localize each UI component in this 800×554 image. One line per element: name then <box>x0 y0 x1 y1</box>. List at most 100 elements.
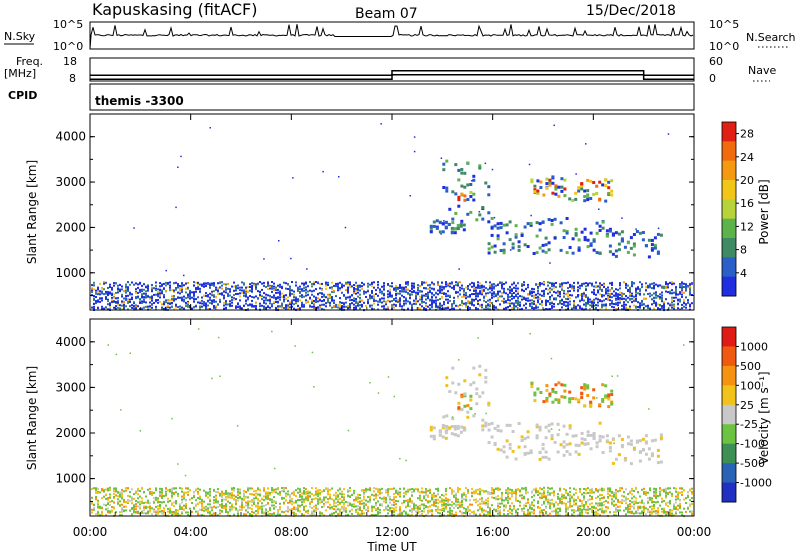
scatter-cell <box>301 289 303 292</box>
scatter-cell <box>657 295 659 297</box>
scatter-cell <box>117 297 119 300</box>
scatter-cell <box>215 288 217 291</box>
scatter-cell <box>121 295 123 298</box>
scatter-cell <box>227 514 229 517</box>
scatter-cell <box>105 290 107 293</box>
scatter-cell <box>629 297 631 300</box>
scatter-cell <box>453 286 455 289</box>
scatter-cell <box>485 501 487 504</box>
scatter-cell <box>359 284 361 287</box>
scatter-cell <box>369 501 371 503</box>
scatter-cell <box>325 501 327 504</box>
echo-cell <box>617 232 621 236</box>
scatter-cell <box>507 509 509 512</box>
echo-cell <box>460 219 464 223</box>
scatter-cell <box>611 296 613 299</box>
scatter-cell <box>211 284 213 287</box>
scatter-cell <box>351 302 353 305</box>
scatter-cell <box>143 296 145 299</box>
echo-cell <box>463 185 467 189</box>
scatter-cell <box>117 490 119 493</box>
scatter-cell <box>481 303 483 306</box>
scatter-cell <box>293 490 295 493</box>
scatter-cell <box>403 495 405 498</box>
scatter-cell <box>409 302 411 305</box>
scatter-cell <box>665 285 667 288</box>
scatter-cell <box>395 496 397 498</box>
scatter-cell <box>155 300 157 303</box>
echo-cell <box>650 248 654 252</box>
scatter-cell <box>537 299 539 302</box>
scatter-cell <box>301 504 303 506</box>
scatter-cell <box>497 498 499 501</box>
echo-cell <box>463 198 467 202</box>
scatter-cell <box>499 509 501 512</box>
scatter-cell <box>431 298 433 301</box>
scatter-cell <box>329 493 331 496</box>
scatter-cell <box>219 281 221 284</box>
scatter-cell <box>133 506 135 508</box>
scatter-cell <box>501 284 503 287</box>
scatter-cell <box>109 496 111 499</box>
scatter-cell <box>533 296 535 299</box>
scatter-cell <box>375 494 377 497</box>
scatter-cell <box>339 297 341 300</box>
scatter-cell <box>363 512 365 515</box>
scatter-cell <box>115 301 117 304</box>
scatter-cell <box>683 298 685 301</box>
scatter-cell <box>447 298 449 301</box>
scatter-cell <box>155 489 157 492</box>
echo-cell <box>554 192 558 196</box>
scatter-cell <box>159 300 161 303</box>
scatter-cell <box>311 305 313 308</box>
scatter-cell <box>399 493 401 495</box>
scatter-cell <box>97 491 99 494</box>
scatter-cell <box>147 285 149 288</box>
scatter-cell <box>299 307 301 310</box>
scatter-cell <box>341 301 343 304</box>
scatter-cell <box>259 295 261 298</box>
scatter-cell <box>497 510 499 512</box>
scatter-cell <box>229 501 231 504</box>
scatter-cell <box>283 281 285 284</box>
scatter-cell <box>271 285 273 288</box>
scatter-cell <box>273 507 275 510</box>
scatter-cell <box>251 286 253 289</box>
scatter-cell <box>97 299 99 302</box>
scatter-cell <box>477 286 479 289</box>
scatter-cell <box>189 306 191 309</box>
scatter-cell <box>445 281 447 284</box>
echo-cell <box>511 242 515 246</box>
scatter-cell <box>291 289 293 292</box>
scatter-cell <box>163 509 165 512</box>
scatter-cell <box>493 292 495 295</box>
scatter-cell <box>303 282 305 285</box>
scatter-cell <box>487 491 489 494</box>
scatter-cell <box>543 281 545 284</box>
scatter-cell <box>559 285 561 288</box>
scatter-cell <box>661 305 663 308</box>
echo-cell <box>586 196 590 200</box>
scatter-cell <box>257 498 259 501</box>
scatter-cell <box>491 504 493 507</box>
scatter-cell <box>239 508 241 511</box>
scatter-cell <box>361 281 363 284</box>
echo-cell <box>610 179 614 183</box>
scatter-cell <box>371 514 373 516</box>
scatter-cell <box>403 501 405 504</box>
scatter-cell <box>485 301 487 303</box>
scatter-cell <box>159 282 161 285</box>
scatter-cell <box>139 302 141 304</box>
scatter-cell <box>351 505 353 507</box>
scatter-cell <box>143 505 145 508</box>
echo-cell <box>530 178 534 182</box>
echo-cell <box>611 252 615 256</box>
scatter-cell <box>233 489 235 492</box>
scatter-cell <box>667 302 669 305</box>
scatter-cell <box>515 509 517 512</box>
scatter-cell <box>219 504 221 507</box>
scatter-cell <box>101 305 103 308</box>
scatter-cell <box>501 502 503 505</box>
scatter-cell <box>433 299 435 302</box>
scatter-cell <box>225 300 227 303</box>
